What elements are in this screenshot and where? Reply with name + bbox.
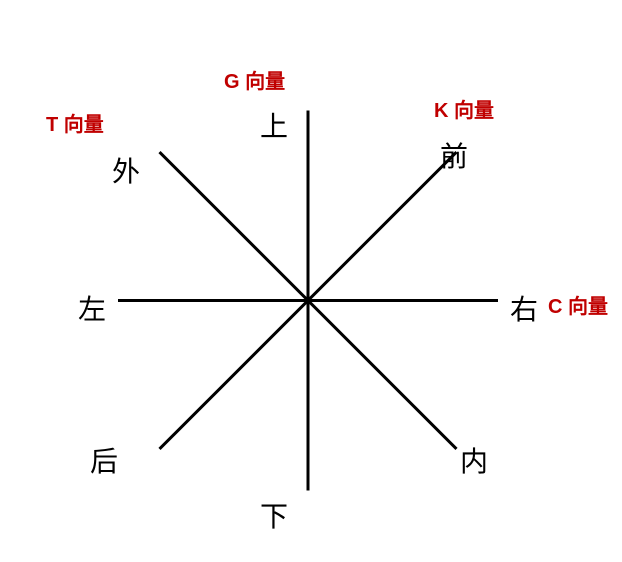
- vector-label-g: G 向量: [224, 65, 285, 94]
- label-front: 前: [440, 135, 468, 175]
- label-up: 上: [260, 105, 288, 145]
- label-left: 左: [78, 288, 106, 328]
- label-outer: 外: [112, 150, 140, 190]
- label-inner: 内: [460, 440, 488, 480]
- vector-label-k: K 向量: [434, 94, 494, 123]
- label-right: 右: [510, 288, 538, 328]
- vector-label-t: T 向量: [46, 108, 104, 137]
- vector-label-c: C 向量: [548, 290, 608, 319]
- label-down: 下: [260, 495, 288, 535]
- label-back: 后: [90, 440, 118, 480]
- vector-diagram: 上 下 左 右 外 前 后 内 G 向量 K 向量 T 向量 C 向量: [0, 0, 622, 562]
